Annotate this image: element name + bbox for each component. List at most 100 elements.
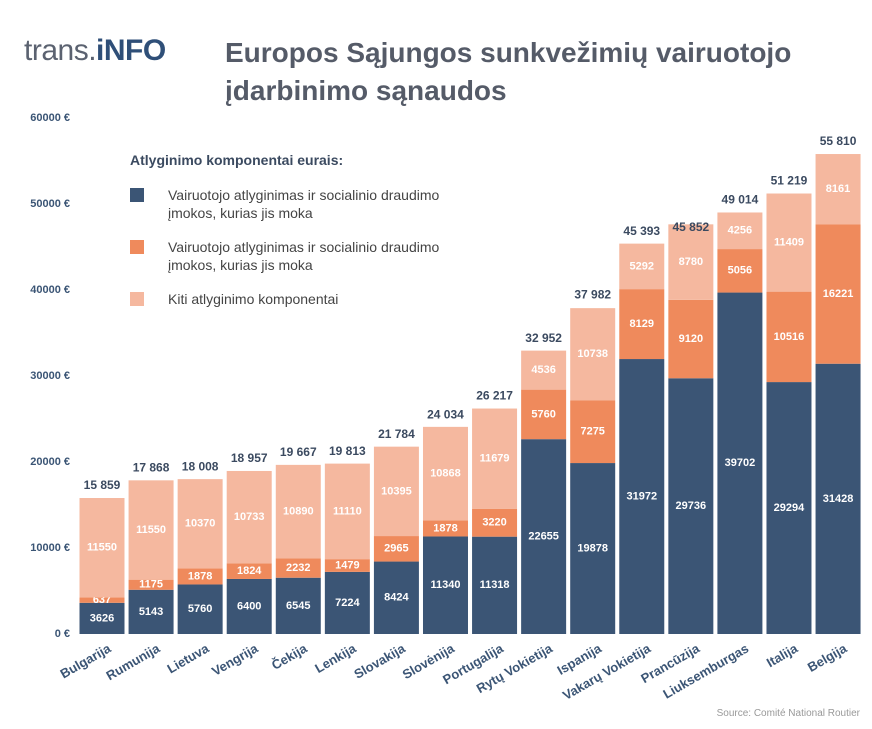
x-tick: Liuksemburgas xyxy=(660,641,751,702)
x-tick-label: Vengrija xyxy=(209,640,261,679)
bar-segment xyxy=(177,479,223,569)
bar-segment xyxy=(570,400,616,464)
bar-segment xyxy=(472,508,518,537)
bar-segment xyxy=(422,536,468,634)
value-label: 5760 xyxy=(531,408,555,420)
total-label: 18 957 xyxy=(231,451,268,465)
x-tick: Rumunija xyxy=(103,640,162,683)
value-label: 8161 xyxy=(826,183,850,195)
value-label: 3220 xyxy=(482,517,506,529)
bar-segment xyxy=(521,439,567,634)
legend-label: Vairuotojo atlyginimas ir socialinio dra… xyxy=(168,239,440,273)
bar-segment xyxy=(324,571,370,634)
value-label: 1878 xyxy=(433,522,457,534)
bar-segment xyxy=(668,378,714,634)
bar-segment xyxy=(275,464,321,559)
value-label: 31972 xyxy=(626,490,657,502)
bar-segment xyxy=(226,563,272,579)
x-tick: Italija xyxy=(764,640,801,670)
value-label: 8424 xyxy=(384,592,409,604)
value-label: 11110 xyxy=(333,505,362,517)
value-label: 5143 xyxy=(139,606,163,618)
value-label: 22655 xyxy=(528,530,559,542)
bar-segment xyxy=(324,559,370,572)
x-tick: Vengrija xyxy=(209,640,261,679)
bar-segment xyxy=(79,498,125,598)
value-label: 9120 xyxy=(679,333,703,345)
value-label: 10395 xyxy=(381,485,412,497)
y-tick-label: 0 € xyxy=(55,628,70,640)
bar-segment xyxy=(373,536,419,562)
value-label: 5056 xyxy=(728,265,752,277)
value-label: 10370 xyxy=(185,518,216,530)
x-tick-label: Rumunija xyxy=(103,640,162,683)
value-label: 11340 xyxy=(430,579,460,591)
source: Source: Comité National Routier xyxy=(716,708,860,719)
bar-segment xyxy=(128,589,174,634)
total-label: 45 393 xyxy=(623,224,660,238)
value-label: 2965 xyxy=(384,543,408,555)
value-label: 16221 xyxy=(823,288,854,300)
total-label: 37 982 xyxy=(574,288,611,302)
total-label: 18 008 xyxy=(182,459,219,473)
bar-segment xyxy=(619,359,665,634)
bar-segment xyxy=(226,578,272,634)
value-label: 5760 xyxy=(188,603,212,615)
value-label: 2232 xyxy=(286,562,310,574)
bar-segment xyxy=(226,470,272,564)
bar-segment xyxy=(324,463,370,560)
value-label: 1878 xyxy=(188,570,212,582)
value-label: 6545 xyxy=(286,600,310,612)
legend-label: Vairuotojo atlyginimas ir socialinio dra… xyxy=(168,187,440,221)
total-label: 21 784 xyxy=(378,427,415,441)
y-tick-label: 60000 € xyxy=(30,112,70,124)
value-label: 29294 xyxy=(774,502,805,514)
value-label: 19878 xyxy=(577,542,608,554)
total-label: 19 667 xyxy=(280,445,317,459)
total-label: 24 034 xyxy=(427,407,464,421)
value-label: 1175 xyxy=(139,579,163,591)
x-tick-label: Italija xyxy=(764,640,801,670)
x-tick-label: Slovakija xyxy=(351,640,408,682)
legend-item: Vairuotojo atlyginimas ir socialinio dra… xyxy=(130,186,475,222)
total-label: 15 859 xyxy=(84,478,121,492)
value-label: 31428 xyxy=(823,493,854,505)
legend-label: Kiti atlyginimo komponentai xyxy=(168,291,339,307)
bar-segment xyxy=(668,224,714,300)
y-tick-label: 40000 € xyxy=(30,284,70,296)
value-label: 5292 xyxy=(630,260,654,272)
bar-segment xyxy=(619,289,665,360)
bar-segment xyxy=(177,584,223,634)
value-label: 11679 xyxy=(480,453,510,465)
value-label: 10733 xyxy=(234,511,265,523)
value-label: 7224 xyxy=(335,597,360,609)
bar-segment xyxy=(422,520,468,537)
value-label: 10738 xyxy=(577,348,608,360)
total-label: 55 810 xyxy=(820,134,857,148)
total-label: 51 219 xyxy=(771,174,808,188)
total-label: 17 868 xyxy=(133,461,170,475)
value-label: 10868 xyxy=(430,467,461,479)
legend-swatch xyxy=(130,292,144,306)
bar-segment xyxy=(79,597,125,603)
x-tick-label: Belgija xyxy=(805,640,850,675)
y-tick-label: 50000 € xyxy=(30,198,70,210)
value-label: 10516 xyxy=(774,331,805,343)
legend-item: Vairuotojo atlyginimas ir socialinio dra… xyxy=(130,238,475,274)
total-label: 26 217 xyxy=(476,389,513,403)
bar-segment xyxy=(275,558,321,578)
value-label: 11550 xyxy=(136,524,166,536)
bar-segment xyxy=(128,480,174,580)
value-label: 11409 xyxy=(774,236,804,248)
value-label: 11550 xyxy=(87,542,117,554)
value-label: 1824 xyxy=(237,565,262,577)
bar-segment xyxy=(570,463,616,634)
bar-segment xyxy=(128,579,174,590)
y-tick-label: 30000 € xyxy=(30,370,70,382)
legend-swatch xyxy=(130,240,144,254)
y-tick-label: 10000 € xyxy=(30,542,70,554)
value-label: 8780 xyxy=(679,256,703,268)
value-label: 4256 xyxy=(728,225,752,237)
value-label: 10890 xyxy=(283,506,314,518)
